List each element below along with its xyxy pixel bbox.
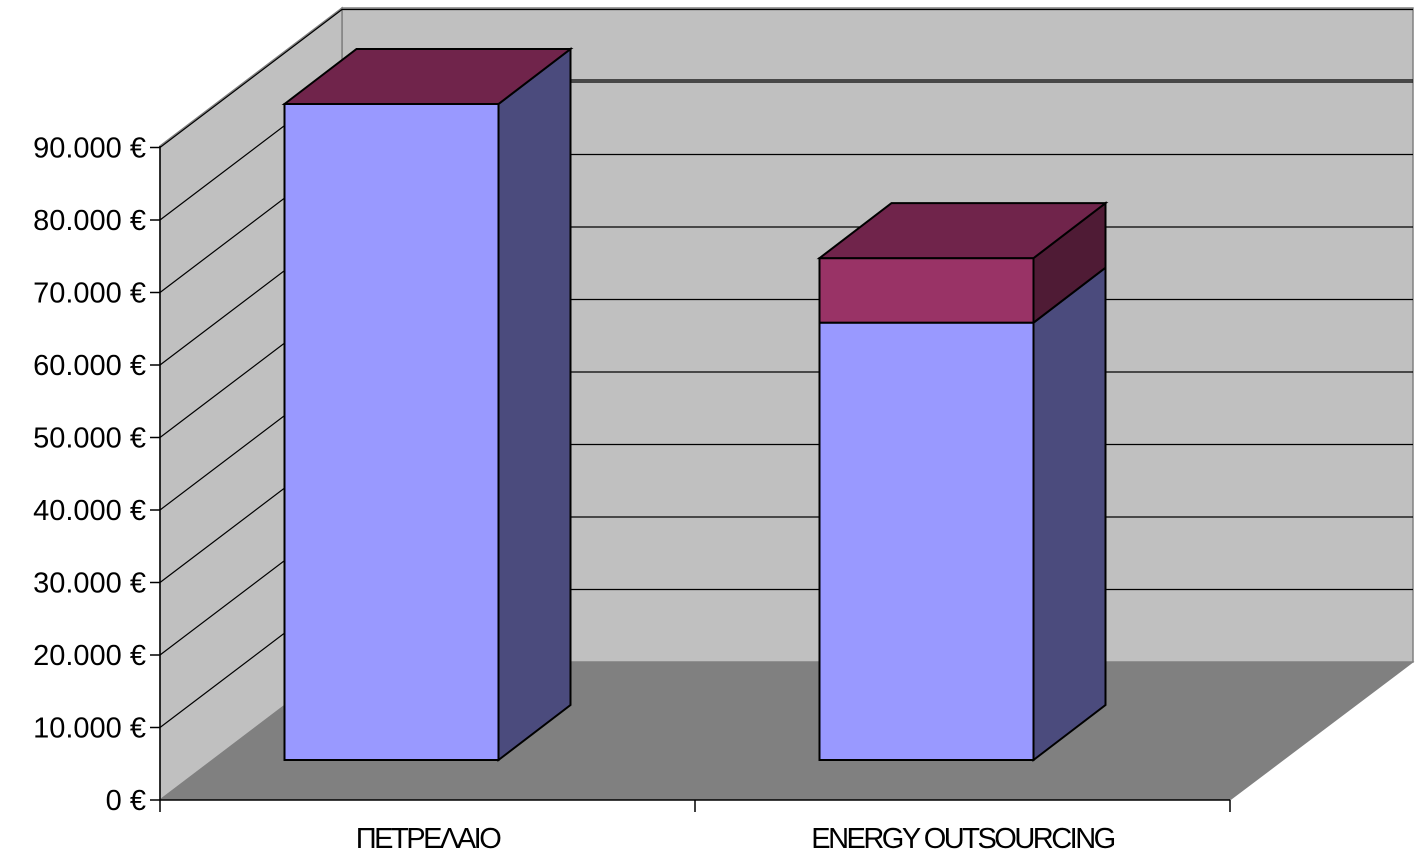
x-category-label: ENERGY OUTSOURCING: [811, 823, 1114, 855]
bar-front-face: [818, 321, 1035, 761]
y-tick-label: 80.000 €: [33, 205, 146, 237]
axes: [150, 146, 1231, 812]
bars: [281, 46, 1109, 763]
y-tick-label: 0 €: [106, 785, 146, 817]
bar-top-face: [281, 48, 574, 105]
bar-side-face: [1032, 265, 1107, 763]
gridline: [159, 8, 1413, 148]
y-tick-label: 60.000 €: [33, 350, 146, 382]
y-tick-label: 10.000 €: [33, 713, 146, 745]
y-tick-label: 40.000 €: [33, 495, 146, 527]
x-category-label: ΠΕΤΡΕΛΑΙΟ: [356, 823, 501, 855]
bar-top-face: [816, 202, 1109, 260]
labels: 0 € 10.000 € 20.000 € 30.000 € 40.000 € 50.00…: [33, 133, 1117, 855]
y-tick-label: 20.000 €: [33, 640, 146, 672]
bar-front-face: [283, 103, 500, 761]
y-tick-label: 70.000 €: [33, 278, 146, 310]
bar-side-face: [497, 46, 572, 763]
y-tick-label: 50.000 €: [33, 423, 146, 455]
y-tick-label: 30.000 €: [33, 568, 146, 600]
bar-front-face: [818, 257, 1035, 324]
y-tick-label: 90.000 €: [33, 133, 146, 165]
